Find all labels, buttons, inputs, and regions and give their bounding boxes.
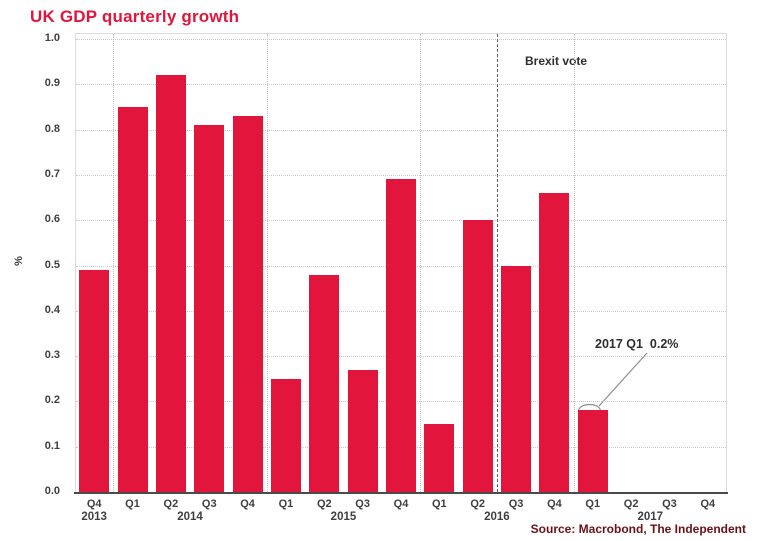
year-label-2016: 2016 [484,511,510,523]
plot-area [75,33,727,492]
bar-q1-2017 [577,410,608,492]
bar-q2-2015 [309,274,340,492]
x-tick-0-q4: Q4 [86,498,102,510]
brexit-vote-line [496,34,498,492]
x-axis-line [74,492,728,494]
y-tick-0.6: 0.6 [44,213,60,226]
bar-q1-2014 [117,106,148,492]
chart-title: UK GDP quarterly growth [30,7,240,26]
y-tick-0.2: 0.2 [44,394,60,407]
y-tick-1.0: 1.0 [44,32,60,44]
x-tick-10-q2: Q2 [470,498,486,510]
year-separator-2015 [266,34,268,492]
x-tick-6-q2: Q2 [316,498,332,510]
x-tick-15-q3: Q3 [662,498,677,510]
bar-q2-2014 [155,75,186,492]
gridline-0.9 [76,84,726,86]
gridline-0.7 [76,174,726,176]
year-separator-2016 [420,34,422,492]
bar-q3-2016 [501,265,532,492]
gridline-0.8 [76,129,726,131]
bar-q4-2013 [79,270,110,492]
x-tick-11-q3: Q3 [508,498,524,510]
year-label-2013: 2013 [81,511,107,523]
year-separator-2014 [113,34,115,492]
x-tick-1-q1: Q1 [125,498,140,510]
x-tick-5-q1: Q1 [278,498,294,510]
y-tick-0.0: 0.0 [44,485,60,497]
bar-q4-2016 [539,193,570,492]
bar-q4-2014 [232,116,263,492]
x-tick-8-q4: Q4 [393,498,409,510]
brexit-vote-label: Brexit vote [525,54,588,68]
y-tick-0.9: 0.9 [44,77,60,90]
year-label-2014: 2014 [177,511,203,523]
x-tick-14-q2: Q2 [623,498,639,510]
year-label-2015: 2015 [330,511,357,523]
y-tick-0.1: 0.1 [44,439,60,452]
y-tick-0.7: 0.7 [44,167,60,180]
x-tick-13-q1: Q1 [585,498,601,510]
gridline-1.0 [76,39,726,40]
y-tick-0.8: 0.8 [44,122,60,135]
x-tick-9-q1: Q1 [432,498,447,510]
y-tick-0.4: 0.4 [44,303,60,316]
year-separator-2017 [573,34,575,492]
x-tick-16-q4: Q4 [700,498,716,510]
bar-q3-2014 [194,125,225,492]
x-tick-7-q3: Q3 [355,498,370,510]
annotation-2017-q1: 2017 Q1 0.2% [595,337,679,351]
bar-q4-2015 [386,179,416,492]
bar-q1-2016 [424,424,455,492]
bar-q1-2015 [270,378,301,492]
y-tick-0.5: 0.5 [44,258,60,271]
x-tick-12-q4: Q4 [547,498,562,510]
x-tick-4-q4: Q4 [240,498,255,510]
year-label-2017: 2017 [637,511,664,523]
source-attribution: Source: Macrobond, The Independent [530,522,746,536]
bar-q2-2016 [462,220,493,492]
x-tick-3-q3: Q3 [201,498,217,510]
y-tick-0.3: 0.3 [44,349,60,362]
x-tick-2-q2: Q2 [163,498,179,510]
bar-q3-2015 [347,369,378,492]
